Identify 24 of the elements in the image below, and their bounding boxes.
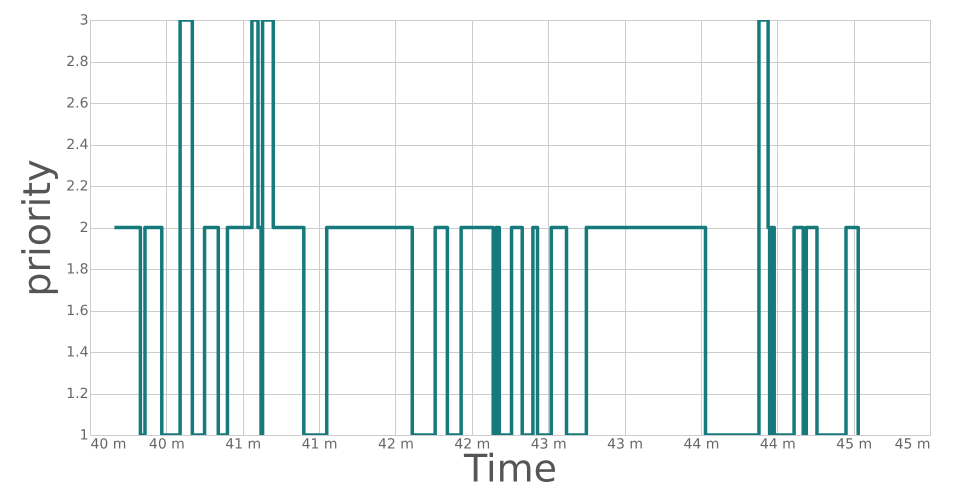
y-tick-label: 1 <box>80 428 88 444</box>
x-tick-label: 41 m <box>302 436 338 452</box>
y-tick-label: 1.8 <box>66 262 88 278</box>
x-tick-label: 41 m <box>225 436 262 452</box>
x-tick-label: 45 m <box>894 436 930 452</box>
y-tick-label: 1.2 <box>66 386 88 402</box>
x-tick-label: 40 m <box>90 436 126 452</box>
y-tick-label: 2.8 <box>66 54 88 70</box>
x-tick-label: 43 m <box>530 436 567 452</box>
x-tick-label: 44 m <box>760 436 796 452</box>
x-tick-label: 42 m <box>454 436 490 452</box>
y-tick-label: 3 <box>80 12 88 28</box>
y-tick-label: 2.6 <box>66 96 89 112</box>
y-tick-label: 1.4 <box>66 344 89 360</box>
x-tick-label: 45 m <box>836 436 872 452</box>
y-tick-label: 2 <box>80 220 88 236</box>
y-tick-label: 1.6 <box>66 303 89 319</box>
x-tick-label: 42 m <box>378 436 414 452</box>
y-axis-title: priority <box>15 159 60 297</box>
y-tick-label: 2.2 <box>66 178 88 194</box>
x-tick-label: 44 m <box>683 436 720 452</box>
x-tick-label: 43 m <box>607 436 643 452</box>
y-tick-label: 2.4 <box>66 137 89 153</box>
x-tick-label: 40 m <box>148 436 185 452</box>
